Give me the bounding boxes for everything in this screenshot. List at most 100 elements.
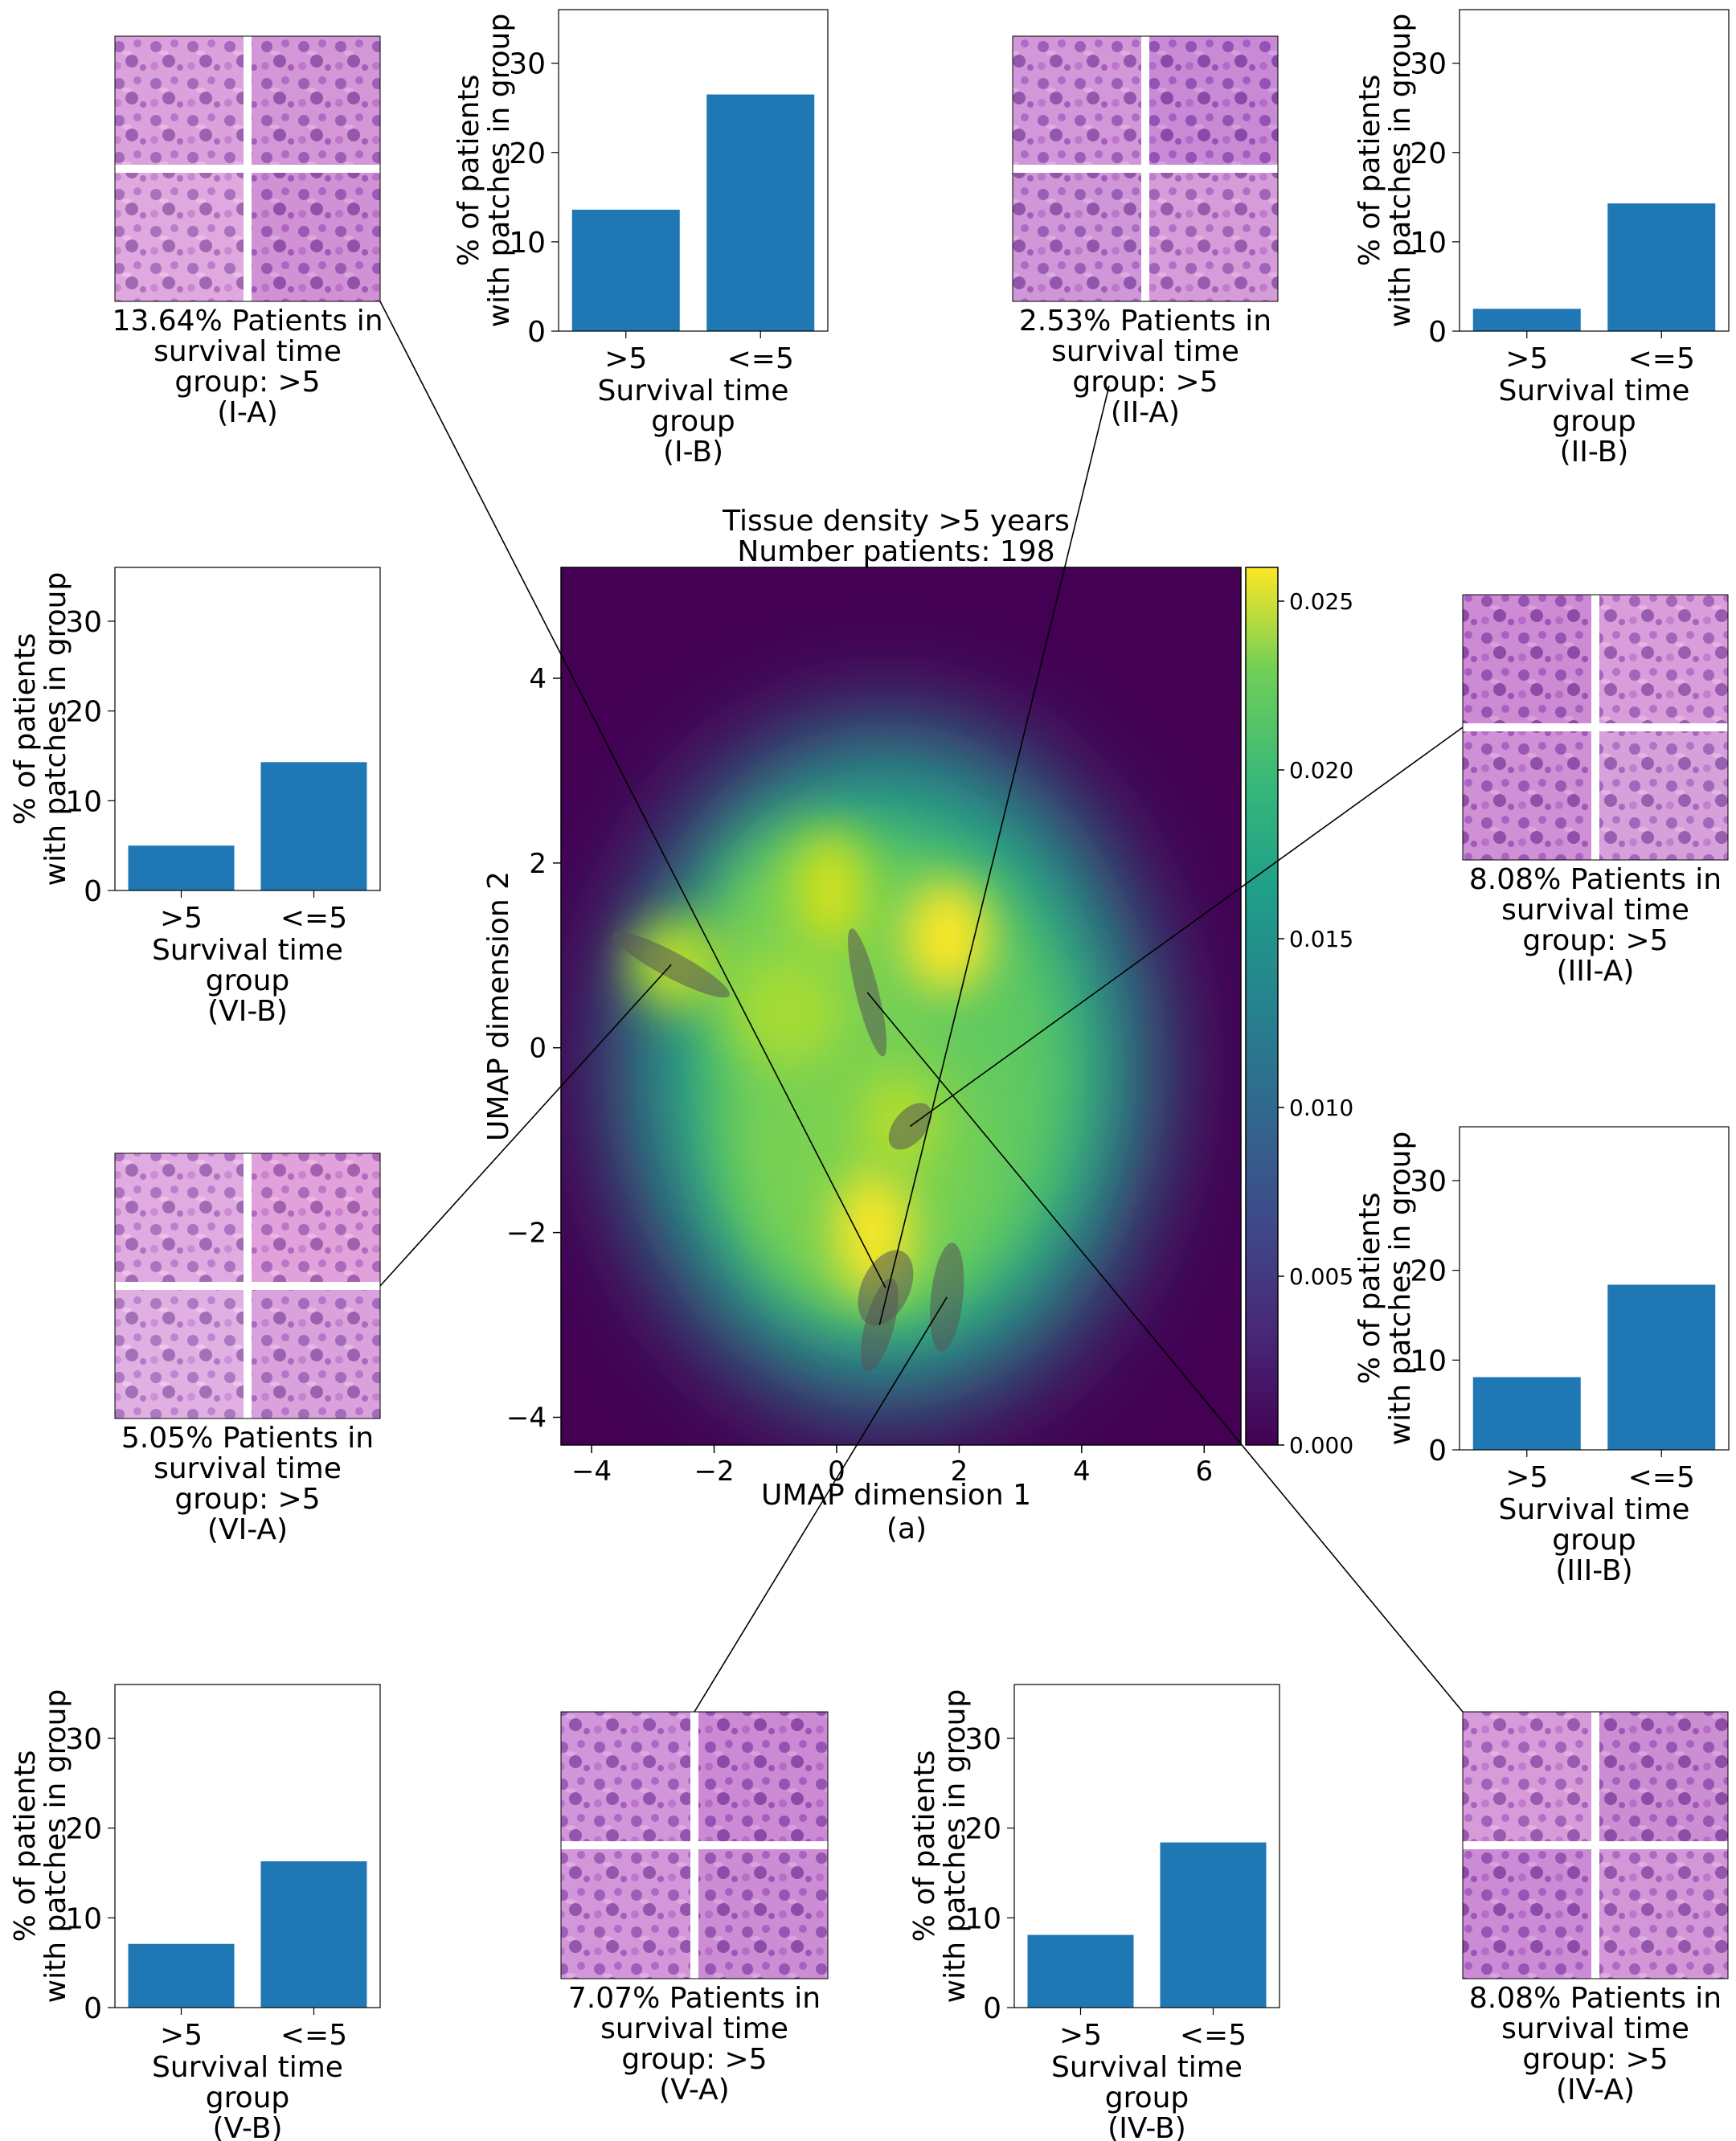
patch-caption-line: survival time <box>154 1452 342 1485</box>
colorbar-tick-label: 0.000 <box>1289 1432 1353 1459</box>
bar->5 <box>1472 309 1581 331</box>
patch-caption-line: (VI-A) <box>207 1513 288 1546</box>
bar-frame <box>114 567 381 891</box>
bar-y-tick-label: 20 <box>1410 1255 1447 1288</box>
heatmap-plot <box>561 567 1241 1445</box>
tissue-texture <box>698 1712 828 1841</box>
y-tick-label: −2 <box>506 1218 547 1250</box>
connector-line-IV <box>379 964 672 1287</box>
tissue-texture <box>115 36 244 165</box>
bar-ylabel-line2: with patches in group <box>1384 1132 1417 1446</box>
bar-y-tick-label: 10 <box>1410 1345 1447 1378</box>
density-heatmap <box>561 567 1241 1445</box>
bar-y-tick-label: 0 <box>527 316 546 349</box>
patch-caption-line: (II-A) <box>1111 396 1180 429</box>
bar-<=5 <box>1160 1842 1267 2008</box>
bar-xlabel-line1: Survival time <box>1051 2051 1243 2084</box>
bar-x-tick-label: >5 <box>1505 1461 1548 1494</box>
bar-y-tick-label: 10 <box>1410 227 1447 260</box>
patch-caption-line: 13.64% Patients in <box>112 305 383 338</box>
bar-frame <box>1459 9 1730 332</box>
tissue-texture <box>561 1849 690 1979</box>
bar-<=5 <box>260 1861 367 2008</box>
connector-line-I <box>379 301 886 1288</box>
tissue-texture <box>115 1290 244 1418</box>
tissue-texture <box>1599 1712 1728 1841</box>
tissue-texture <box>1149 36 1278 165</box>
bar-y-tick-label: 0 <box>1428 1435 1447 1468</box>
bar-y-tick-label: 10 <box>65 785 102 818</box>
bar-ylabel-line1: % of patients <box>1353 75 1386 267</box>
y-tick-label: −4 <box>506 1402 547 1435</box>
bar-y-tick-label: 30 <box>65 1723 102 1756</box>
x-tick-label: −4 <box>571 1455 612 1488</box>
patch-caption-line: group: >5 <box>1072 366 1218 399</box>
bar-xlabel-line1: Survival time <box>598 375 789 407</box>
tissue-texture <box>115 173 244 301</box>
bar-xlabel-line2: group <box>1552 405 1636 438</box>
bar-y-tick-label: 0 <box>84 875 102 908</box>
y-tick-label: 2 <box>529 848 547 880</box>
patch-caption-line: 5.05% Patients in <box>121 1422 374 1455</box>
x-tick-label: 6 <box>1195 1455 1213 1488</box>
tissue-texture <box>252 1153 380 1282</box>
tissue-texture <box>1599 1849 1728 1979</box>
bar-y-tick-label: 10 <box>509 227 546 260</box>
bar-y-tick-label: 20 <box>509 137 546 170</box>
bar-y-tick-label: 10 <box>964 1902 1001 1935</box>
bar-xlabel-line1: Survival time <box>1499 375 1690 407</box>
bar->5 <box>128 845 235 890</box>
tissue-texture <box>1599 731 1728 860</box>
bar-x-tick-label: >5 <box>1059 2019 1102 2052</box>
density-blob <box>739 1010 984 1307</box>
bar-caption: (VI-B) <box>207 995 288 1028</box>
bar-x-tick-label: >5 <box>160 2019 203 2052</box>
bar-ylabel-line1: % of patients <box>1353 1193 1386 1385</box>
density-blob <box>903 881 990 993</box>
bar-y-tick-label: 0 <box>1428 316 1447 349</box>
y-tick-label: 0 <box>529 1033 547 1065</box>
bar-xlabel-line2: group <box>1105 2082 1189 2114</box>
bar-<=5 <box>260 762 367 890</box>
bar->5 <box>571 209 680 331</box>
bar-<=5 <box>1607 203 1716 331</box>
colorbar-tick-label: 0.005 <box>1289 1263 1353 1290</box>
bar-y-tick-label: 20 <box>65 696 102 729</box>
heatmap-subtitle: Number patients: 198 <box>737 535 1054 568</box>
colorbar-tick-label: 0.025 <box>1289 588 1353 615</box>
patch-caption-line: group: >5 <box>174 1483 320 1516</box>
connector-line-III <box>909 727 1464 1128</box>
tissue-texture <box>1463 1712 1591 1841</box>
tissue-texture <box>1463 731 1591 860</box>
patch-caption-line: (I-A) <box>217 396 278 429</box>
tissue-texture <box>561 1712 690 1841</box>
heatmap-caption: (a) <box>886 1513 927 1545</box>
bar-y-tick-label: 30 <box>509 48 546 81</box>
tissue-texture <box>1463 595 1591 723</box>
tissue-texture <box>1149 173 1278 301</box>
bar-caption: (V-B) <box>212 2112 282 2141</box>
colorbar-tick-label: 0.020 <box>1289 757 1353 784</box>
bar-xlabel-line2: group <box>206 964 290 997</box>
x-tick-label: −2 <box>694 1455 734 1488</box>
patch-caption-line: (IV-A) <box>1556 2073 1635 2106</box>
patch-caption-line: survival time <box>154 335 342 368</box>
bar-ylabel-line1: % of patients <box>9 633 42 825</box>
patch-caption-line: survival time <box>1501 894 1689 927</box>
tissue-texture <box>252 36 380 165</box>
bar-y-tick-label: 30 <box>1410 1165 1447 1198</box>
bar-caption: (III-B) <box>1555 1554 1632 1587</box>
bar-y-tick-label: 20 <box>1410 137 1447 170</box>
bar-frame <box>558 9 829 332</box>
bar-ylabel-line2: with patches in group <box>939 1689 972 2004</box>
connector-line-VI <box>866 992 1464 1713</box>
patch-caption-line: group: >5 <box>1522 924 1668 957</box>
bar-ylabel-line1: % of patients <box>908 1750 941 1942</box>
tissue-texture <box>115 1153 244 1282</box>
bar-ylabel-line2: with patches in group <box>1384 14 1417 328</box>
patch-caption-line: 8.08% Patients in <box>1469 863 1722 896</box>
